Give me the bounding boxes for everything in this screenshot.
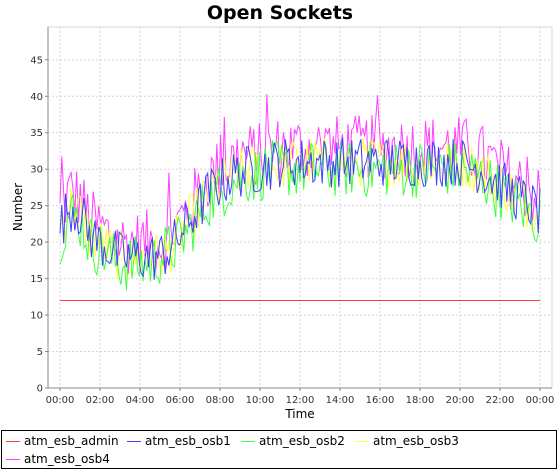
x-tick-label: 06:00 <box>166 395 195 406</box>
chart-title: Open Sockets <box>207 2 353 24</box>
legend-item-atm-esb-osb2: atm_esb_osb2 <box>241 433 345 449</box>
legend-item-atm-esb-admin: atm_esb_admin <box>6 433 119 449</box>
y-axis-ticks: 0 5 10 15 20 25 30 35 40 45 <box>30 55 48 395</box>
chart: Open Sockets 00:00 02:00 04:00 06:00 08:00 10… <box>11 2 555 421</box>
legend-swatch <box>127 440 141 442</box>
legend-item-atm-esb-osb1: atm_esb_osb1 <box>127 433 231 449</box>
y-tick-label: 20 <box>30 238 43 249</box>
x-tick-label: 20:00 <box>446 395 475 406</box>
series-layer <box>59 94 541 301</box>
legend-label: atm_esb_osb3 <box>373 434 459 448</box>
y-axis-label: Number <box>11 183 25 231</box>
legend-item-atm-esb-osb4: atm_esb_osb4 <box>6 451 110 467</box>
x-tick-label: 18:00 <box>406 395 435 406</box>
y-tick-label: 25 <box>30 201 43 212</box>
y-tick-label: 35 <box>30 128 43 139</box>
x-tick-label: 00:00 <box>526 395 555 406</box>
y-tick-label: 0 <box>37 384 43 395</box>
x-tick-label: 22:00 <box>486 395 515 406</box>
x-tick-label: 12:00 <box>286 395 315 406</box>
legend-label: atm_esb_admin <box>24 434 119 448</box>
x-axis-ticks: 00:00 02:00 04:00 06:00 08:00 10:00 12:00 14:00… <box>46 388 555 406</box>
series-line-atm-esb-osb1 <box>59 137 541 280</box>
x-tick-label: 16:00 <box>366 395 395 406</box>
legend-label: atm_esb_osb4 <box>24 452 110 466</box>
grid <box>48 27 552 389</box>
legend-item-atm-esb-osb3: atm_esb_osb3 <box>355 433 459 449</box>
y-tick-label: 10 <box>30 311 43 322</box>
x-tick-label: 14:00 <box>326 395 355 406</box>
y-tick-label: 45 <box>30 55 43 66</box>
x-tick-label: 00:00 <box>46 395 75 406</box>
legend-swatch <box>241 440 255 442</box>
legend-swatch <box>6 440 20 442</box>
y-tick-label: 30 <box>30 165 43 176</box>
legend-swatch <box>6 458 20 460</box>
x-tick-label: 04:00 <box>126 395 155 406</box>
legend: atm_esb_admin atm_esb_osb1 atm_esb_osb2 … <box>1 430 557 469</box>
x-tick-label: 08:00 <box>206 395 235 406</box>
legend-swatch <box>355 440 369 442</box>
legend-label: atm_esb_osb2 <box>259 434 345 448</box>
x-tick-label: 02:00 <box>86 395 115 406</box>
y-tick-label: 5 <box>37 347 43 358</box>
x-axis-label: Time <box>284 407 314 421</box>
x-tick-label: 10:00 <box>246 395 275 406</box>
legend-label: atm_esb_osb1 <box>145 434 231 448</box>
y-tick-label: 40 <box>30 92 43 103</box>
y-tick-label: 15 <box>30 274 43 285</box>
